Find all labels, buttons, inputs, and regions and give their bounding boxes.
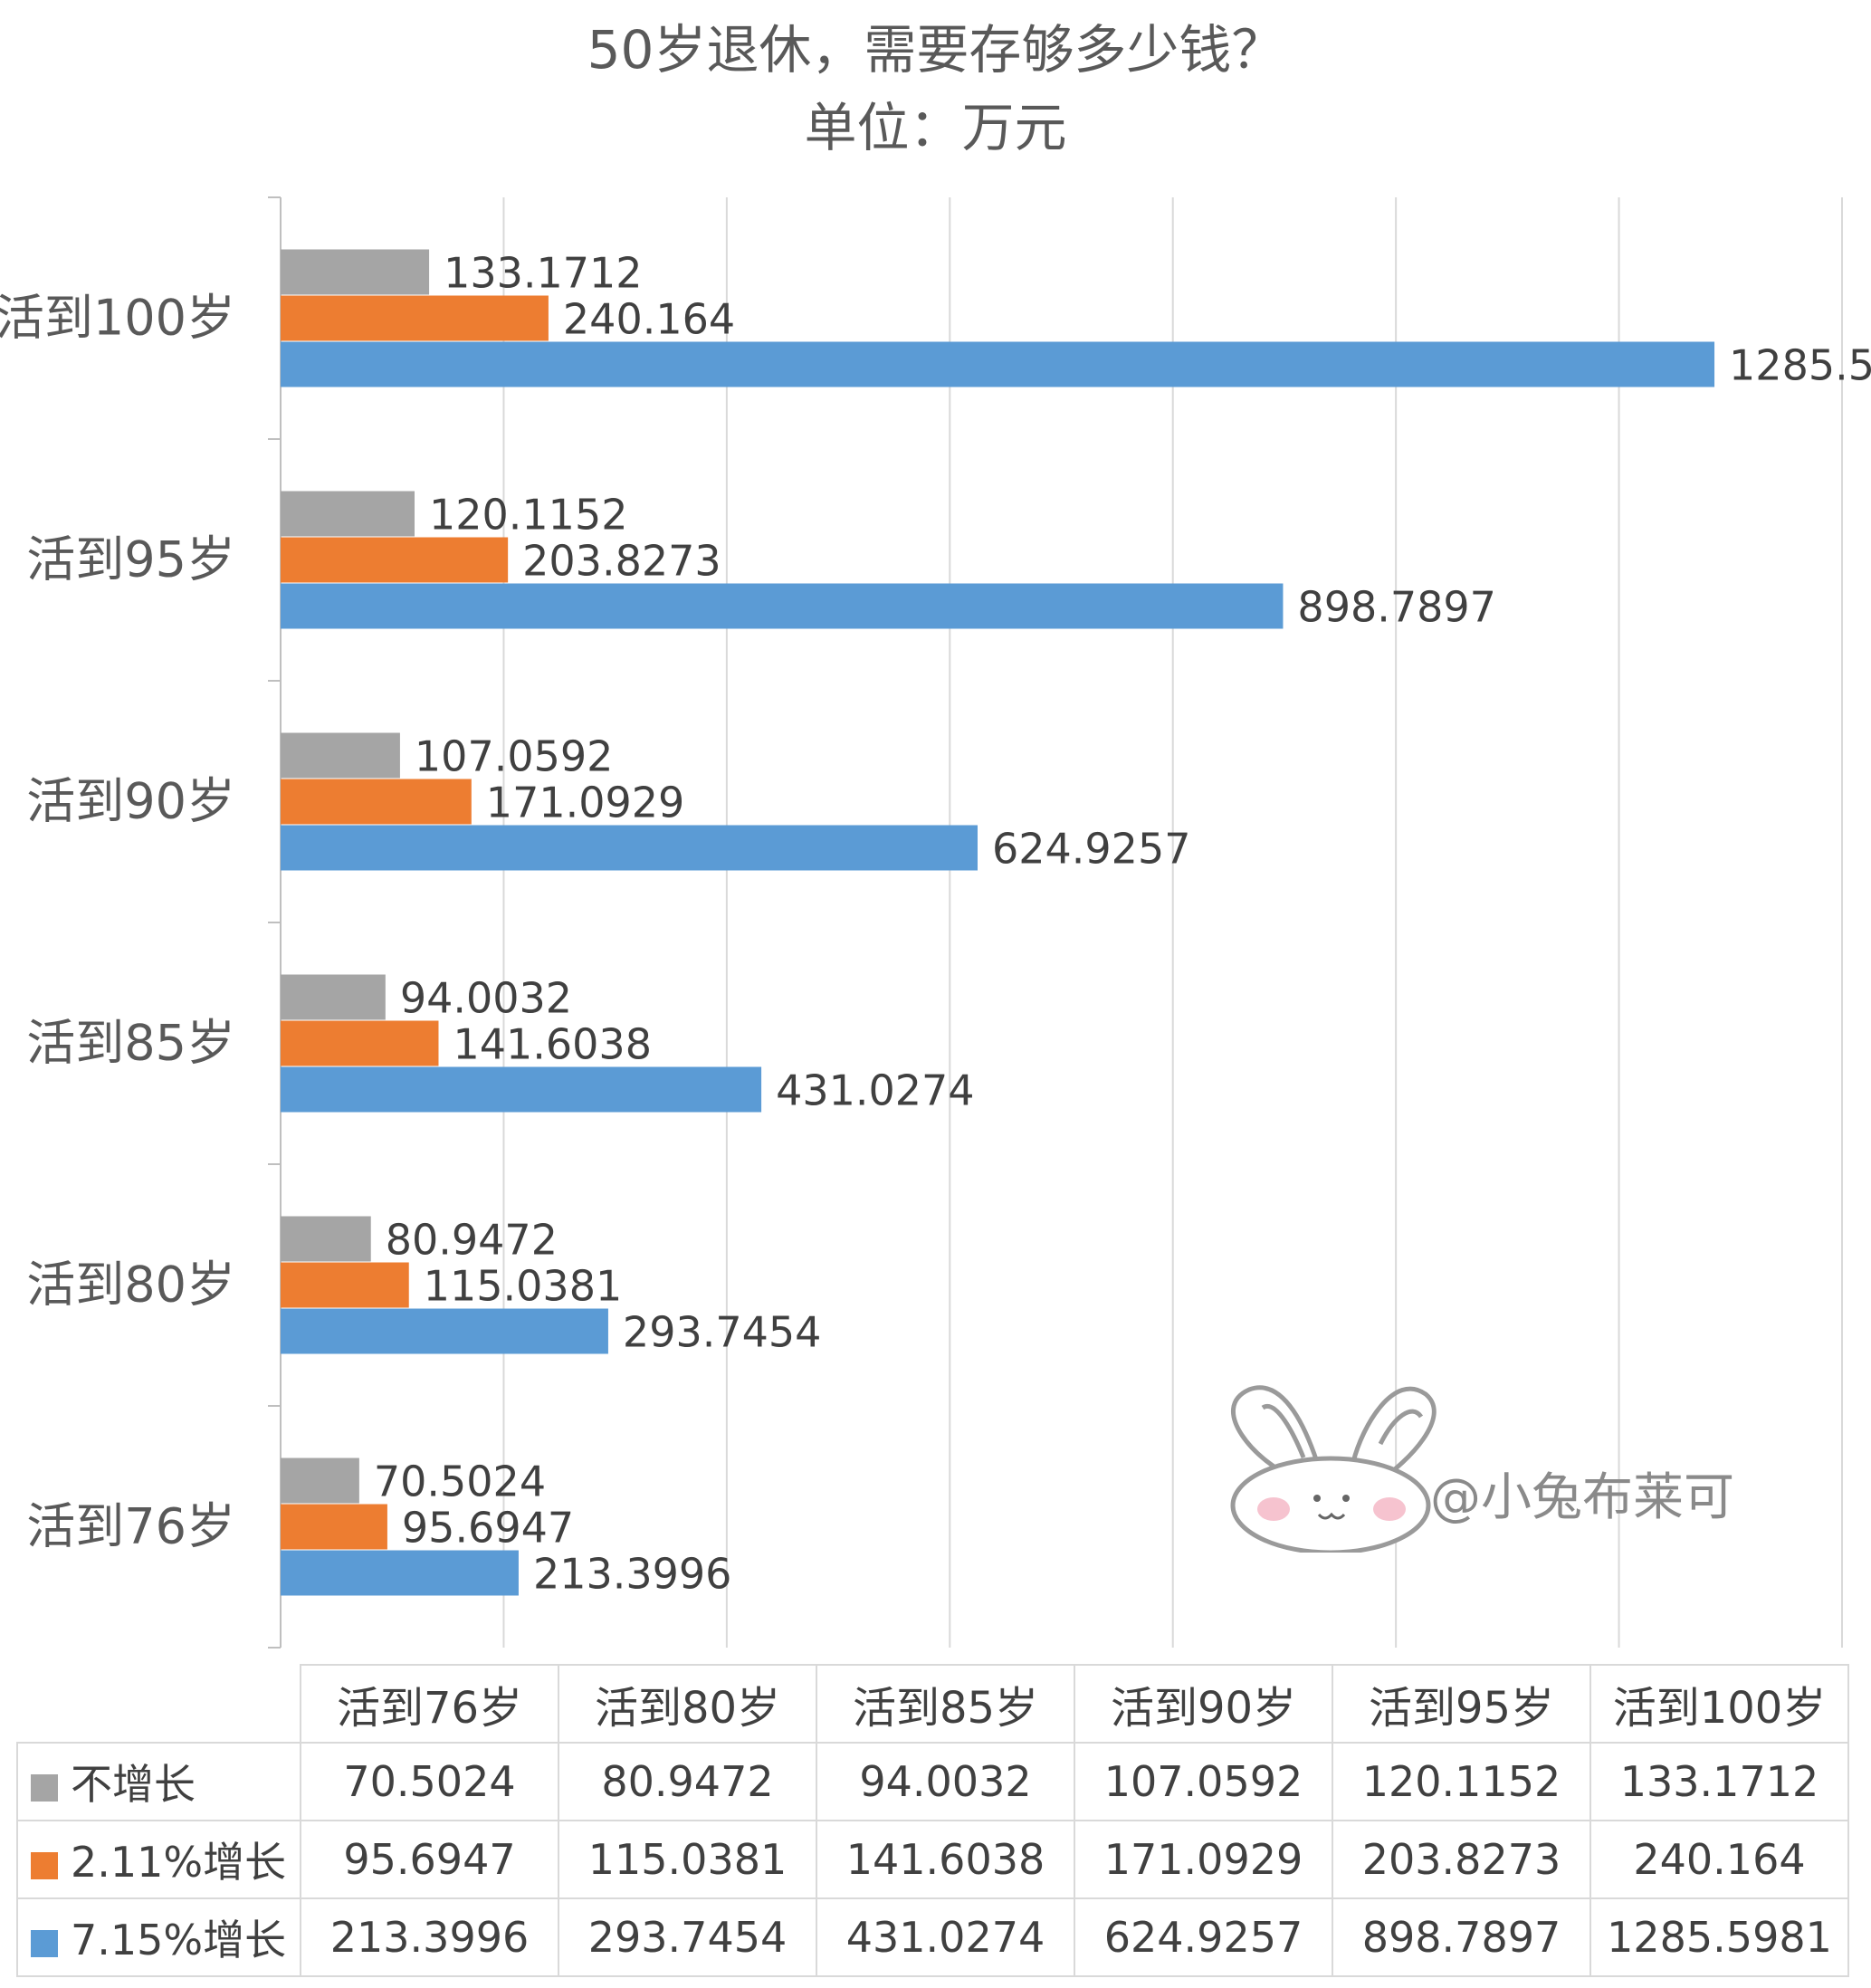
- data-label: 70.5024: [374, 1458, 546, 1506]
- data-label: 94.0032: [400, 974, 572, 1023]
- bar: [281, 583, 1284, 629]
- category-label: 活到76岁: [26, 1498, 235, 1555]
- category-label: 活到80岁: [26, 1257, 235, 1314]
- legend-label: 7.15%增长: [71, 1916, 287, 1964]
- data-label: 133.1712: [444, 249, 643, 298]
- bar: [281, 1262, 409, 1308]
- legend-label: 2.11%增长: [71, 1838, 287, 1887]
- bar: [281, 732, 400, 779]
- data-label: 115.0381: [424, 1262, 623, 1311]
- table-header-cell: 活到76岁: [300, 1664, 559, 1744]
- bar: [281, 249, 430, 295]
- table-cell: 431.0274: [816, 1897, 1075, 1977]
- table-row: 不增长 70.5024 80.9472 94.0032 107.0592 120.1152…: [16, 1742, 1849, 1821]
- data-table: 活到76岁 活到80岁 活到85岁 活到90岁 活到95岁 活到100岁不增长 70.502…: [16, 1664, 1849, 1977]
- bar: [281, 341, 1715, 387]
- data-label: 120.1152: [429, 491, 628, 540]
- data-label: 80.9472: [386, 1216, 558, 1265]
- table-row: 2.11%增长 95.6947 115.0381 141.6038 171.0929 20…: [16, 1820, 1849, 1899]
- table-cell: 203.8273: [1332, 1820, 1591, 1899]
- bar: [281, 974, 386, 1020]
- bar: [281, 295, 549, 341]
- data-label: 1285.5981: [1729, 341, 1871, 390]
- table-cell: 240.164: [1589, 1820, 1849, 1899]
- data-label: 293.7454: [623, 1308, 822, 1357]
- table-cell: 94.0032: [816, 1742, 1075, 1821]
- legend-swatch: [31, 1929, 58, 1957]
- bar: [281, 825, 978, 871]
- category-label: 活到100岁: [0, 290, 235, 347]
- table-cell: 293.7454: [558, 1897, 817, 1977]
- data-label: 431.0274: [776, 1066, 975, 1115]
- bar: [281, 491, 415, 537]
- table-header-cell: 活到100岁: [1589, 1664, 1849, 1744]
- legend-entry: 2.11%增长: [16, 1820, 301, 1899]
- bar: [281, 1504, 387, 1550]
- bunny-logo-watermark: [1230, 1385, 1437, 1553]
- legend-swatch: [31, 1773, 58, 1802]
- bar: [281, 1216, 371, 1262]
- legend-entry: 7.15%增长: [16, 1897, 301, 1977]
- table-cell: 133.1712: [1589, 1742, 1849, 1821]
- legend-entry: 不增长: [16, 1742, 301, 1821]
- table-cell: 115.0381: [558, 1820, 817, 1899]
- legend-label: 不增长: [71, 1760, 196, 1809]
- data-label: 240.164: [563, 295, 735, 344]
- bar: [281, 1458, 359, 1504]
- category-label: 活到90岁: [26, 773, 235, 830]
- data-label: 107.0592: [415, 732, 614, 781]
- table-cell: 95.6947: [300, 1820, 559, 1899]
- bars: [281, 249, 1715, 1596]
- table-cell: 624.9257: [1074, 1897, 1333, 1977]
- bar: [281, 537, 509, 583]
- table-corner: [17, 1665, 301, 1744]
- bar: [281, 1308, 608, 1354]
- data-label: 95.6947: [402, 1504, 574, 1553]
- chart-subtitle: 单位：万元: [804, 97, 1067, 158]
- data-label: 141.6038: [453, 1020, 651, 1069]
- table-header-cell: 活到80岁: [558, 1664, 817, 1744]
- gridlines: [268, 196, 1843, 1649]
- data-label: 213.3996: [533, 1550, 732, 1599]
- category-label: 活到85岁: [26, 1015, 235, 1072]
- table-cell: 120.1152: [1332, 1742, 1591, 1821]
- data-label: 203.8273: [522, 537, 721, 586]
- table-cell: 141.6038: [816, 1820, 1075, 1899]
- table-header-cell: 活到85岁: [816, 1664, 1075, 1744]
- category-labels: 活到76岁 活到80岁 活到85岁 活到90岁 活到95岁 活到100岁: [0, 290, 235, 1555]
- chart-title: 50岁退休，需要存够多少钱？: [587, 19, 1284, 81]
- watermark-text: @小兔布莱可: [1430, 1468, 1734, 1527]
- bar: [281, 779, 472, 825]
- data-label: 898.7897: [1297, 583, 1496, 632]
- legend-swatch: [31, 1851, 58, 1879]
- table-cell: 898.7897: [1332, 1897, 1591, 1977]
- bar: [281, 1550, 519, 1596]
- table-cell: 80.9472: [558, 1742, 817, 1821]
- bar: [281, 1020, 439, 1066]
- category-label: 活到95岁: [26, 531, 235, 588]
- data-label: 624.9257: [992, 825, 1191, 874]
- data-label: 171.0929: [486, 779, 685, 827]
- table-cell: 213.3996: [300, 1897, 559, 1977]
- table-cell: 1285.5981: [1589, 1897, 1849, 1977]
- table-row: 7.15%增长 213.3996 293.7454 431.0274 624.9257 8…: [16, 1897, 1849, 1977]
- bar: [281, 1066, 762, 1113]
- table-cell: 70.5024: [300, 1742, 559, 1821]
- table-header-cell: 活到90岁: [1074, 1664, 1333, 1744]
- table-cell: 171.0929: [1074, 1820, 1333, 1899]
- table-cell: 107.0592: [1074, 1742, 1333, 1821]
- table-header-cell: 活到95岁: [1332, 1664, 1591, 1744]
